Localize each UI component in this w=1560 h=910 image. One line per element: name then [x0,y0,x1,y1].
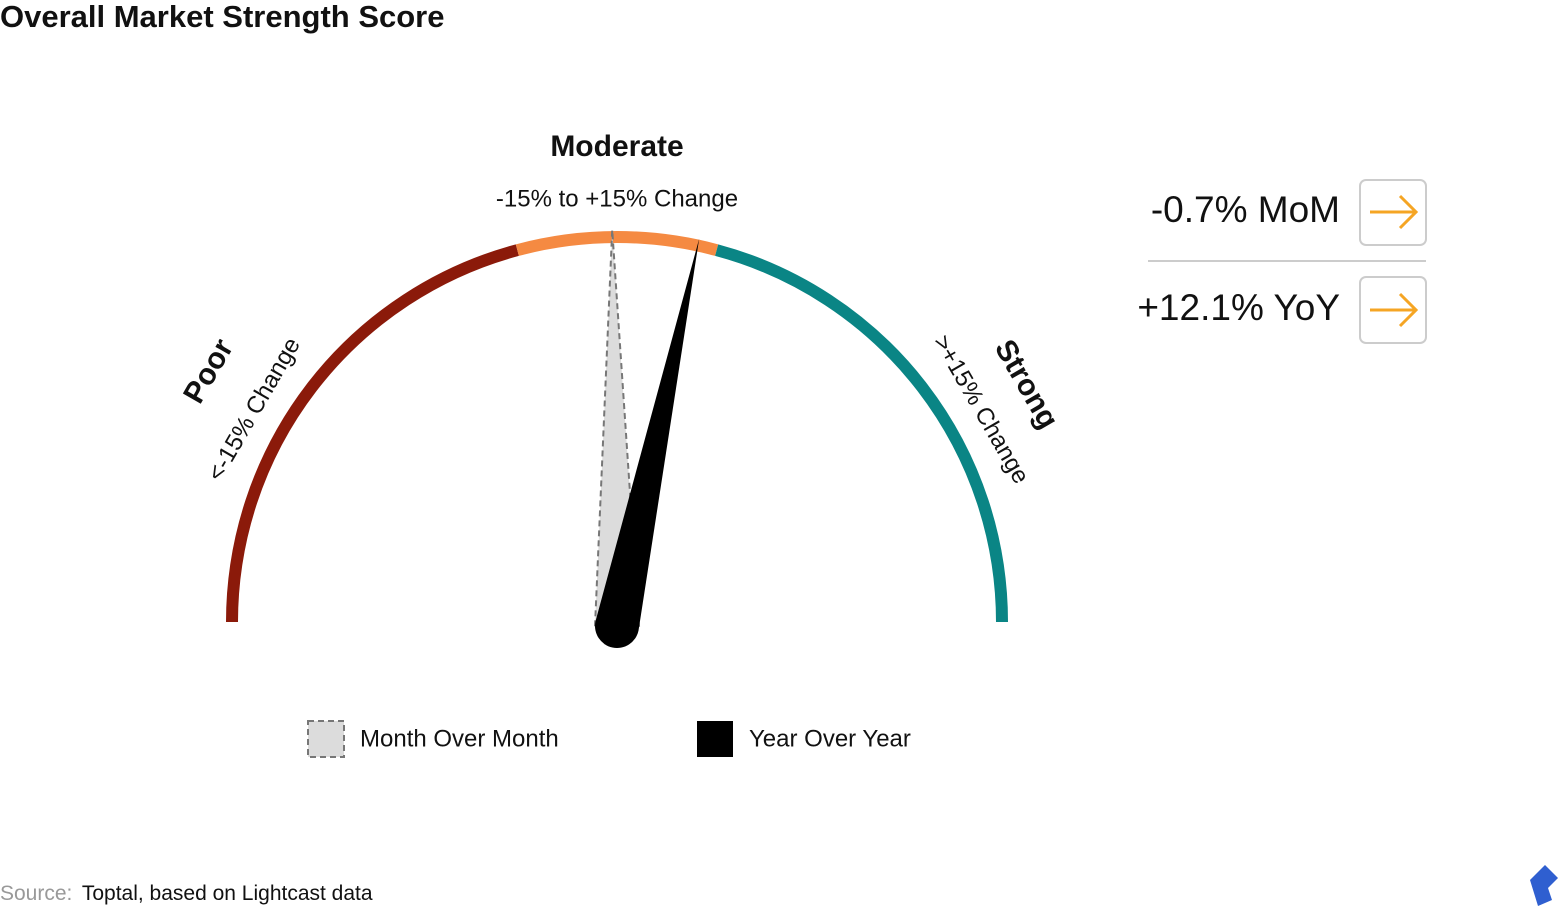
source: Source: Toptal, based on Lightcast data [0,882,373,905]
needle [595,238,700,648]
band-sublabel: -15% to +15% Change [496,185,738,212]
legend-swatch [697,721,733,757]
value-label: +12.1% YoY [1137,287,1340,328]
gauge-band [715,244,1008,623]
chart-title: Overall Market Strength Score [0,0,445,34]
band-label: Moderate [550,130,683,163]
logo [1530,865,1558,906]
gauge-band [226,244,519,623]
band-label: Poor [177,333,240,409]
legend-label: Year Over Year [749,725,911,752]
arrow-box [1359,276,1427,344]
source-label: Source: [0,882,72,905]
arrow-box [1359,179,1427,246]
gauge-band [515,231,719,256]
legend-label: Month Over Month [360,725,559,752]
value-label: -0.7% MoM [1151,189,1340,230]
source-text: Toptal, based on Lightcast data [82,882,373,905]
legend-swatch [307,720,345,758]
